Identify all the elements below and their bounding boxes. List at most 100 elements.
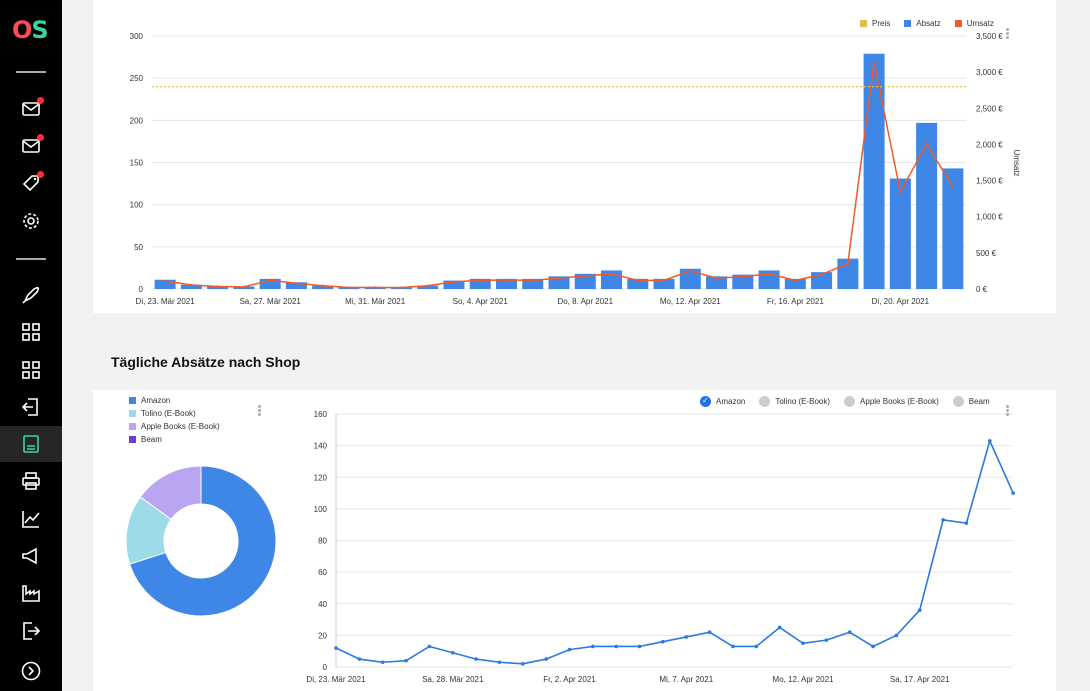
notification-badge [37,97,44,104]
point-umsatz [899,190,902,194]
pie-legend-item[interactable]: Amazon [129,394,220,407]
logout-icon [23,622,41,640]
point-umsatz [767,272,771,276]
bar-absatz [916,122,938,289]
sidebar-item-chevron-right-14[interactable] [0,653,62,689]
sidebar-item-grid-5[interactable] [0,314,62,350]
bar-absatz [627,278,649,289]
legend-item-umsatz[interactable]: Umsatz [954,19,994,28]
sidebar-item-printer-9[interactable] [0,463,62,499]
pie-legend-item[interactable]: Beam [129,433,220,446]
x-tick-label: Mi, 31. Mär 2021 [345,297,406,306]
line-legend-toggle[interactable]: Apple Books (E-Book) [844,396,939,407]
sidebar-item-megaphone-11[interactable] [0,538,62,574]
sidebar-item-grid-6[interactable] [0,352,62,388]
point-umsatz [820,273,823,276]
sidebar-item-import-7[interactable] [0,389,62,425]
legend-label: Tolino (E-Book) [775,397,831,406]
sales-revenue-chart: 0 50 100 150 200 250 300 0 € 500 € 1,000 € 1,500 €… [130,32,1021,306]
sidebar-item-mail-0[interactable] [0,91,62,127]
sidebar-item-gear-3[interactable] [0,203,62,239]
y2-axis-label: Umsatz [1012,149,1021,176]
sidebar-item-chart-10[interactable] [0,501,62,537]
bar-absatz [522,278,544,289]
point-umsatz [295,282,298,285]
legend-label: Amazon [141,396,171,405]
y-tick-label: 150 [130,159,144,168]
more-options-icon[interactable] [1004,27,1010,41]
sidebar-item-tag-2[interactable] [0,165,62,201]
sidebar-item-rocket-4[interactable] [0,277,62,313]
bar-absatz [154,279,176,289]
app-logo[interactable]: OS [12,16,49,44]
legend-item-preis[interactable]: Preis [860,19,890,28]
point-umsatz [872,60,876,64]
sidebar-item-document-8[interactable] [0,426,62,462]
point-umsatz [216,285,219,288]
x-tick-label: Di, 23. Mär 2021 [136,297,196,306]
pie-legend-item[interactable]: Apple Books (E-Book) [129,420,220,433]
y-tick-label: 0 [139,285,144,294]
y2-tick-label: 1,000 € [976,213,1003,222]
legend-label: Amazon [716,397,746,406]
point-umsatz [557,276,561,280]
line-umsatz [165,61,954,289]
y2-tick-label: 2,000 € [976,140,1003,149]
point-umsatz [584,274,587,278]
tag-icon [22,175,39,192]
legend-item-absatz[interactable]: Absatz [904,19,941,28]
bar-absatz [863,53,885,290]
y-tick-label: 100 [130,201,144,210]
line-legend-toggle[interactable]: Beam [952,396,990,407]
sidebar: OS [0,0,62,691]
legend-swatch [129,423,136,430]
point-umsatz [951,185,955,189]
legend-label: Beam [968,397,990,406]
y2-tick-label: 1,500 € [976,177,1003,186]
point-umsatz [531,279,534,282]
line-legend-toggle[interactable]: Tolino (E-Book) [759,396,830,407]
bar-absatz [784,278,806,289]
x-tick-label: So, 4. Apr 2021 [453,297,509,306]
point-umsatz [452,280,456,283]
checked-icon [700,396,711,407]
point-umsatz [321,284,324,287]
sidebar-item-logout-13[interactable] [0,613,62,649]
line-legend-toggle[interactable]: Amazon [700,396,745,407]
legend-label: Beam [141,435,162,444]
bar-absatz [180,284,202,289]
unchecked-icon [952,396,964,407]
bar-absatz [312,285,334,289]
bar-absatz [443,280,465,289]
point-umsatz [190,283,193,287]
x-tick-label: Sa, 27. Mär 2021 [239,297,301,306]
point-umsatz [846,262,850,265]
grid-icon [22,361,40,379]
printer-icon [22,472,40,490]
point-umsatz [426,284,429,287]
pie-legend-item[interactable]: Tolino (E-Book) [129,407,220,420]
bar-absatz [574,273,596,289]
bar-absatz [259,278,281,289]
bar-absatz [679,268,701,289]
y-tick-label: 50 [134,243,143,252]
sidebar-item-mail-1[interactable] [0,128,62,164]
notification-badge [37,171,44,178]
point-umsatz [163,279,167,283]
notification-badge [37,134,44,141]
factory-icon [22,585,40,602]
bar-absatz [495,278,517,289]
legend-label: Absatz [916,19,941,28]
gear-icon [23,213,39,229]
import-icon [21,398,38,416]
point-umsatz [794,279,797,282]
legend-swatch [954,20,962,27]
pie-more-options-icon[interactable] [256,404,262,418]
top-chart-legend: Preis Absatz Umsatz [860,19,1008,28]
sidebar-divider [16,71,46,73]
sidebar-item-factory-12[interactable] [0,575,62,611]
document-icon [23,435,39,453]
line-more-options-icon[interactable] [1004,404,1010,418]
legend-label: Apple Books (E-Book) [860,397,939,406]
legend-label: Umsatz [966,19,994,28]
